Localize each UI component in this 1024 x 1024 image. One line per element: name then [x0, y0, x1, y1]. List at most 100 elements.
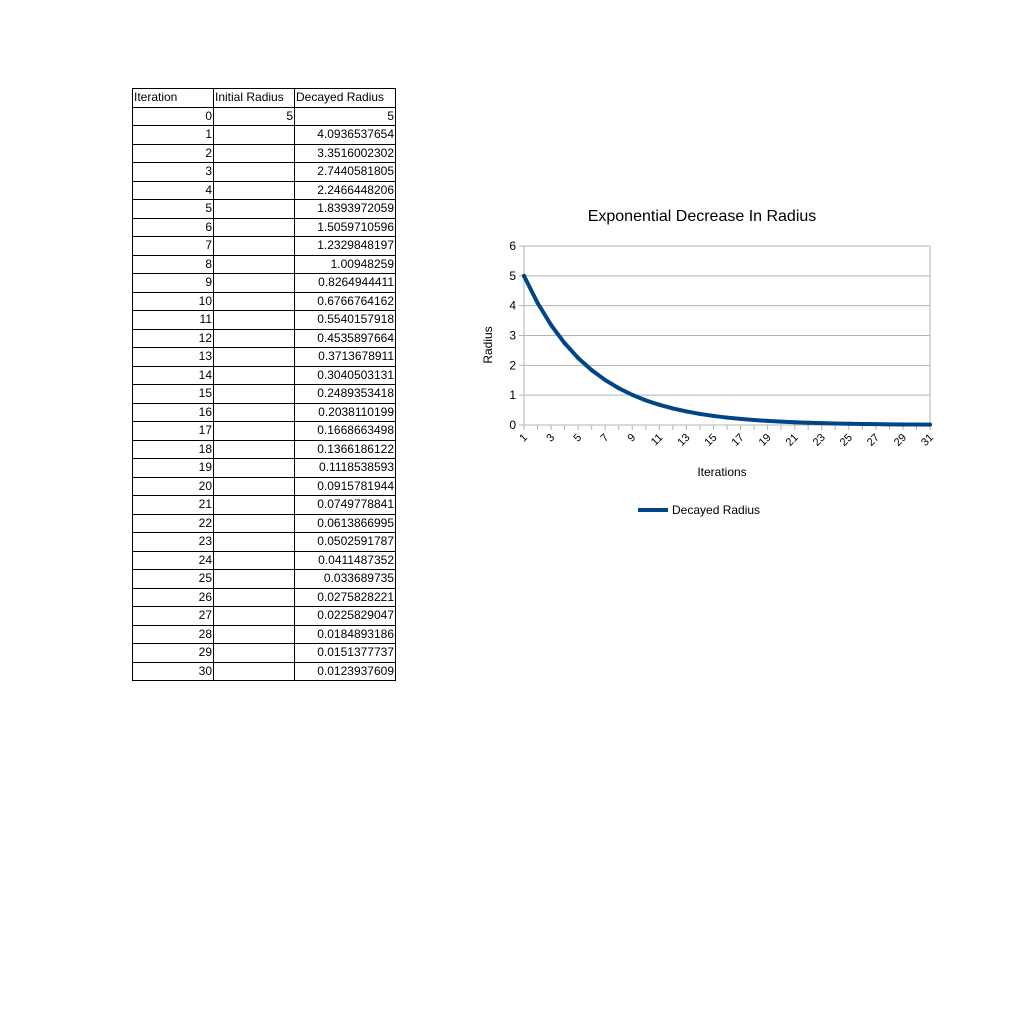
table-cell[interactable]: 21 — [132, 495, 214, 515]
table-cell[interactable]: 2.7440581805 — [294, 162, 396, 182]
table-cell[interactable] — [213, 365, 295, 385]
table-cell[interactable]: 0.033689735 — [294, 569, 396, 589]
table-cell[interactable] — [213, 180, 295, 200]
table-cell[interactable]: 14 — [132, 365, 214, 385]
table-cell[interactable]: 16 — [132, 402, 214, 422]
data-point — [549, 323, 554, 328]
table-cell[interactable]: 5 — [132, 199, 214, 219]
table-cell[interactable]: 0.1668663498 — [294, 421, 396, 441]
table-cell[interactable] — [213, 550, 295, 570]
table-cell[interactable]: 0.2038110199 — [294, 402, 396, 422]
table-cell[interactable]: 0.1366186122 — [294, 439, 396, 459]
table-cell[interactable] — [213, 569, 295, 589]
column-header[interactable]: Decayed Radius — [294, 88, 396, 108]
table-cell[interactable]: 1 — [132, 125, 214, 145]
table-cell[interactable] — [213, 162, 295, 182]
table-cell[interactable]: 28 — [132, 624, 214, 644]
table-cell[interactable]: 13 — [132, 347, 214, 367]
table-cell[interactable]: 4.0936537654 — [294, 125, 396, 145]
table-cell[interactable]: 4 — [132, 180, 214, 200]
table-cell[interactable]: 22 — [132, 513, 214, 533]
column-header[interactable]: Initial Radius — [213, 88, 295, 108]
table-cell[interactable] — [213, 143, 295, 163]
table-cell[interactable] — [213, 476, 295, 496]
table-cell[interactable]: 20 — [132, 476, 214, 496]
table-cell[interactable]: 17 — [132, 421, 214, 441]
table-cell[interactable]: 0.0184893186 — [294, 624, 396, 644]
table-cell[interactable]: 0.0613866995 — [294, 513, 396, 533]
table-cell[interactable]: 10 — [132, 291, 214, 311]
table-cell[interactable]: 25 — [132, 569, 214, 589]
data-point — [887, 422, 892, 427]
table-cell[interactable] — [213, 606, 295, 626]
table-cell[interactable]: 1.5059710596 — [294, 217, 396, 237]
table-cell[interactable]: 0 — [132, 106, 214, 126]
table-cell[interactable]: 15 — [132, 384, 214, 404]
table-cell[interactable]: 0.2489353418 — [294, 384, 396, 404]
table-cell[interactable] — [213, 624, 295, 644]
table-cell[interactable] — [213, 458, 295, 478]
table-cell[interactable]: 9 — [132, 273, 214, 293]
data-table: Iteration Initial Radius Decayed Radius … — [132, 88, 396, 681]
table-cell[interactable]: 0.0225829047 — [294, 606, 396, 626]
table-cell[interactable] — [213, 125, 295, 145]
table-cell[interactable]: 3.3516002302 — [294, 143, 396, 163]
table-cell[interactable]: 0.0151377737 — [294, 643, 396, 663]
table-cell[interactable]: 0.0502591787 — [294, 532, 396, 552]
table-cell[interactable] — [213, 273, 295, 293]
table-cell[interactable]: 0.0749778841 — [294, 495, 396, 515]
table-cell[interactable] — [213, 347, 295, 367]
table-cell[interactable]: 1.00948259 — [294, 254, 396, 274]
table-cell[interactable]: 12 — [132, 328, 214, 348]
table-cell[interactable]: 1.2329848197 — [294, 236, 396, 256]
table-cell[interactable]: 0.0915781944 — [294, 476, 396, 496]
table-cell[interactable]: 24 — [132, 550, 214, 570]
table-cell[interactable]: 11 — [132, 310, 214, 330]
table-cell[interactable] — [213, 495, 295, 515]
table-cell[interactable] — [213, 587, 295, 607]
table-cell[interactable]: 2 — [132, 143, 214, 163]
table-cell[interactable]: 23 — [132, 532, 214, 552]
table-cell[interactable] — [213, 254, 295, 274]
table-cell[interactable]: 0.8264944411 — [294, 273, 396, 293]
data-point — [522, 273, 526, 278]
table-cell[interactable]: 5 — [213, 106, 295, 126]
table-cell[interactable] — [213, 421, 295, 441]
table-cell[interactable]: 0.0275828221 — [294, 587, 396, 607]
table-cell[interactable]: 7 — [132, 236, 214, 256]
table-cell[interactable] — [213, 439, 295, 459]
table-cell[interactable]: 0.4535897664 — [294, 328, 396, 348]
table-cell[interactable] — [213, 532, 295, 552]
table-cell[interactable]: 29 — [132, 643, 214, 663]
table-cell[interactable]: 0.0123937609 — [294, 661, 396, 681]
table-cell[interactable] — [213, 291, 295, 311]
table-cell[interactable]: 2.2466448206 — [294, 180, 396, 200]
table-cell[interactable]: 0.5540157918 — [294, 310, 396, 330]
table-cell[interactable]: 1.8393972059 — [294, 199, 396, 219]
column-header[interactable]: Iteration — [132, 88, 214, 108]
table-cell[interactable]: 5 — [294, 106, 396, 126]
table-cell[interactable] — [213, 199, 295, 219]
table-cell[interactable]: 6 — [132, 217, 214, 237]
table-cell[interactable]: 30 — [132, 661, 214, 681]
table-cell[interactable]: 0.0411487352 — [294, 550, 396, 570]
table-cell[interactable] — [213, 643, 295, 663]
table-cell[interactable]: 0.3040503131 — [294, 365, 396, 385]
table-cell[interactable]: 26 — [132, 587, 214, 607]
table-cell[interactable] — [213, 513, 295, 533]
table-cell[interactable]: 0.1118538593 — [294, 458, 396, 478]
table-cell[interactable]: 18 — [132, 439, 214, 459]
table-cell[interactable]: 19 — [132, 458, 214, 478]
table-cell[interactable]: 3 — [132, 162, 214, 182]
table-cell[interactable] — [213, 384, 295, 404]
table-cell[interactable]: 27 — [132, 606, 214, 626]
table-cell[interactable]: 0.3713678911 — [294, 347, 396, 367]
table-cell[interactable] — [213, 328, 295, 348]
table-cell[interactable] — [213, 310, 295, 330]
table-cell[interactable] — [213, 217, 295, 237]
table-cell[interactable]: 8 — [132, 254, 214, 274]
table-cell[interactable]: 0.6766764162 — [294, 291, 396, 311]
table-cell[interactable] — [213, 402, 295, 422]
table-cell[interactable] — [213, 661, 295, 681]
table-cell[interactable] — [213, 236, 295, 256]
